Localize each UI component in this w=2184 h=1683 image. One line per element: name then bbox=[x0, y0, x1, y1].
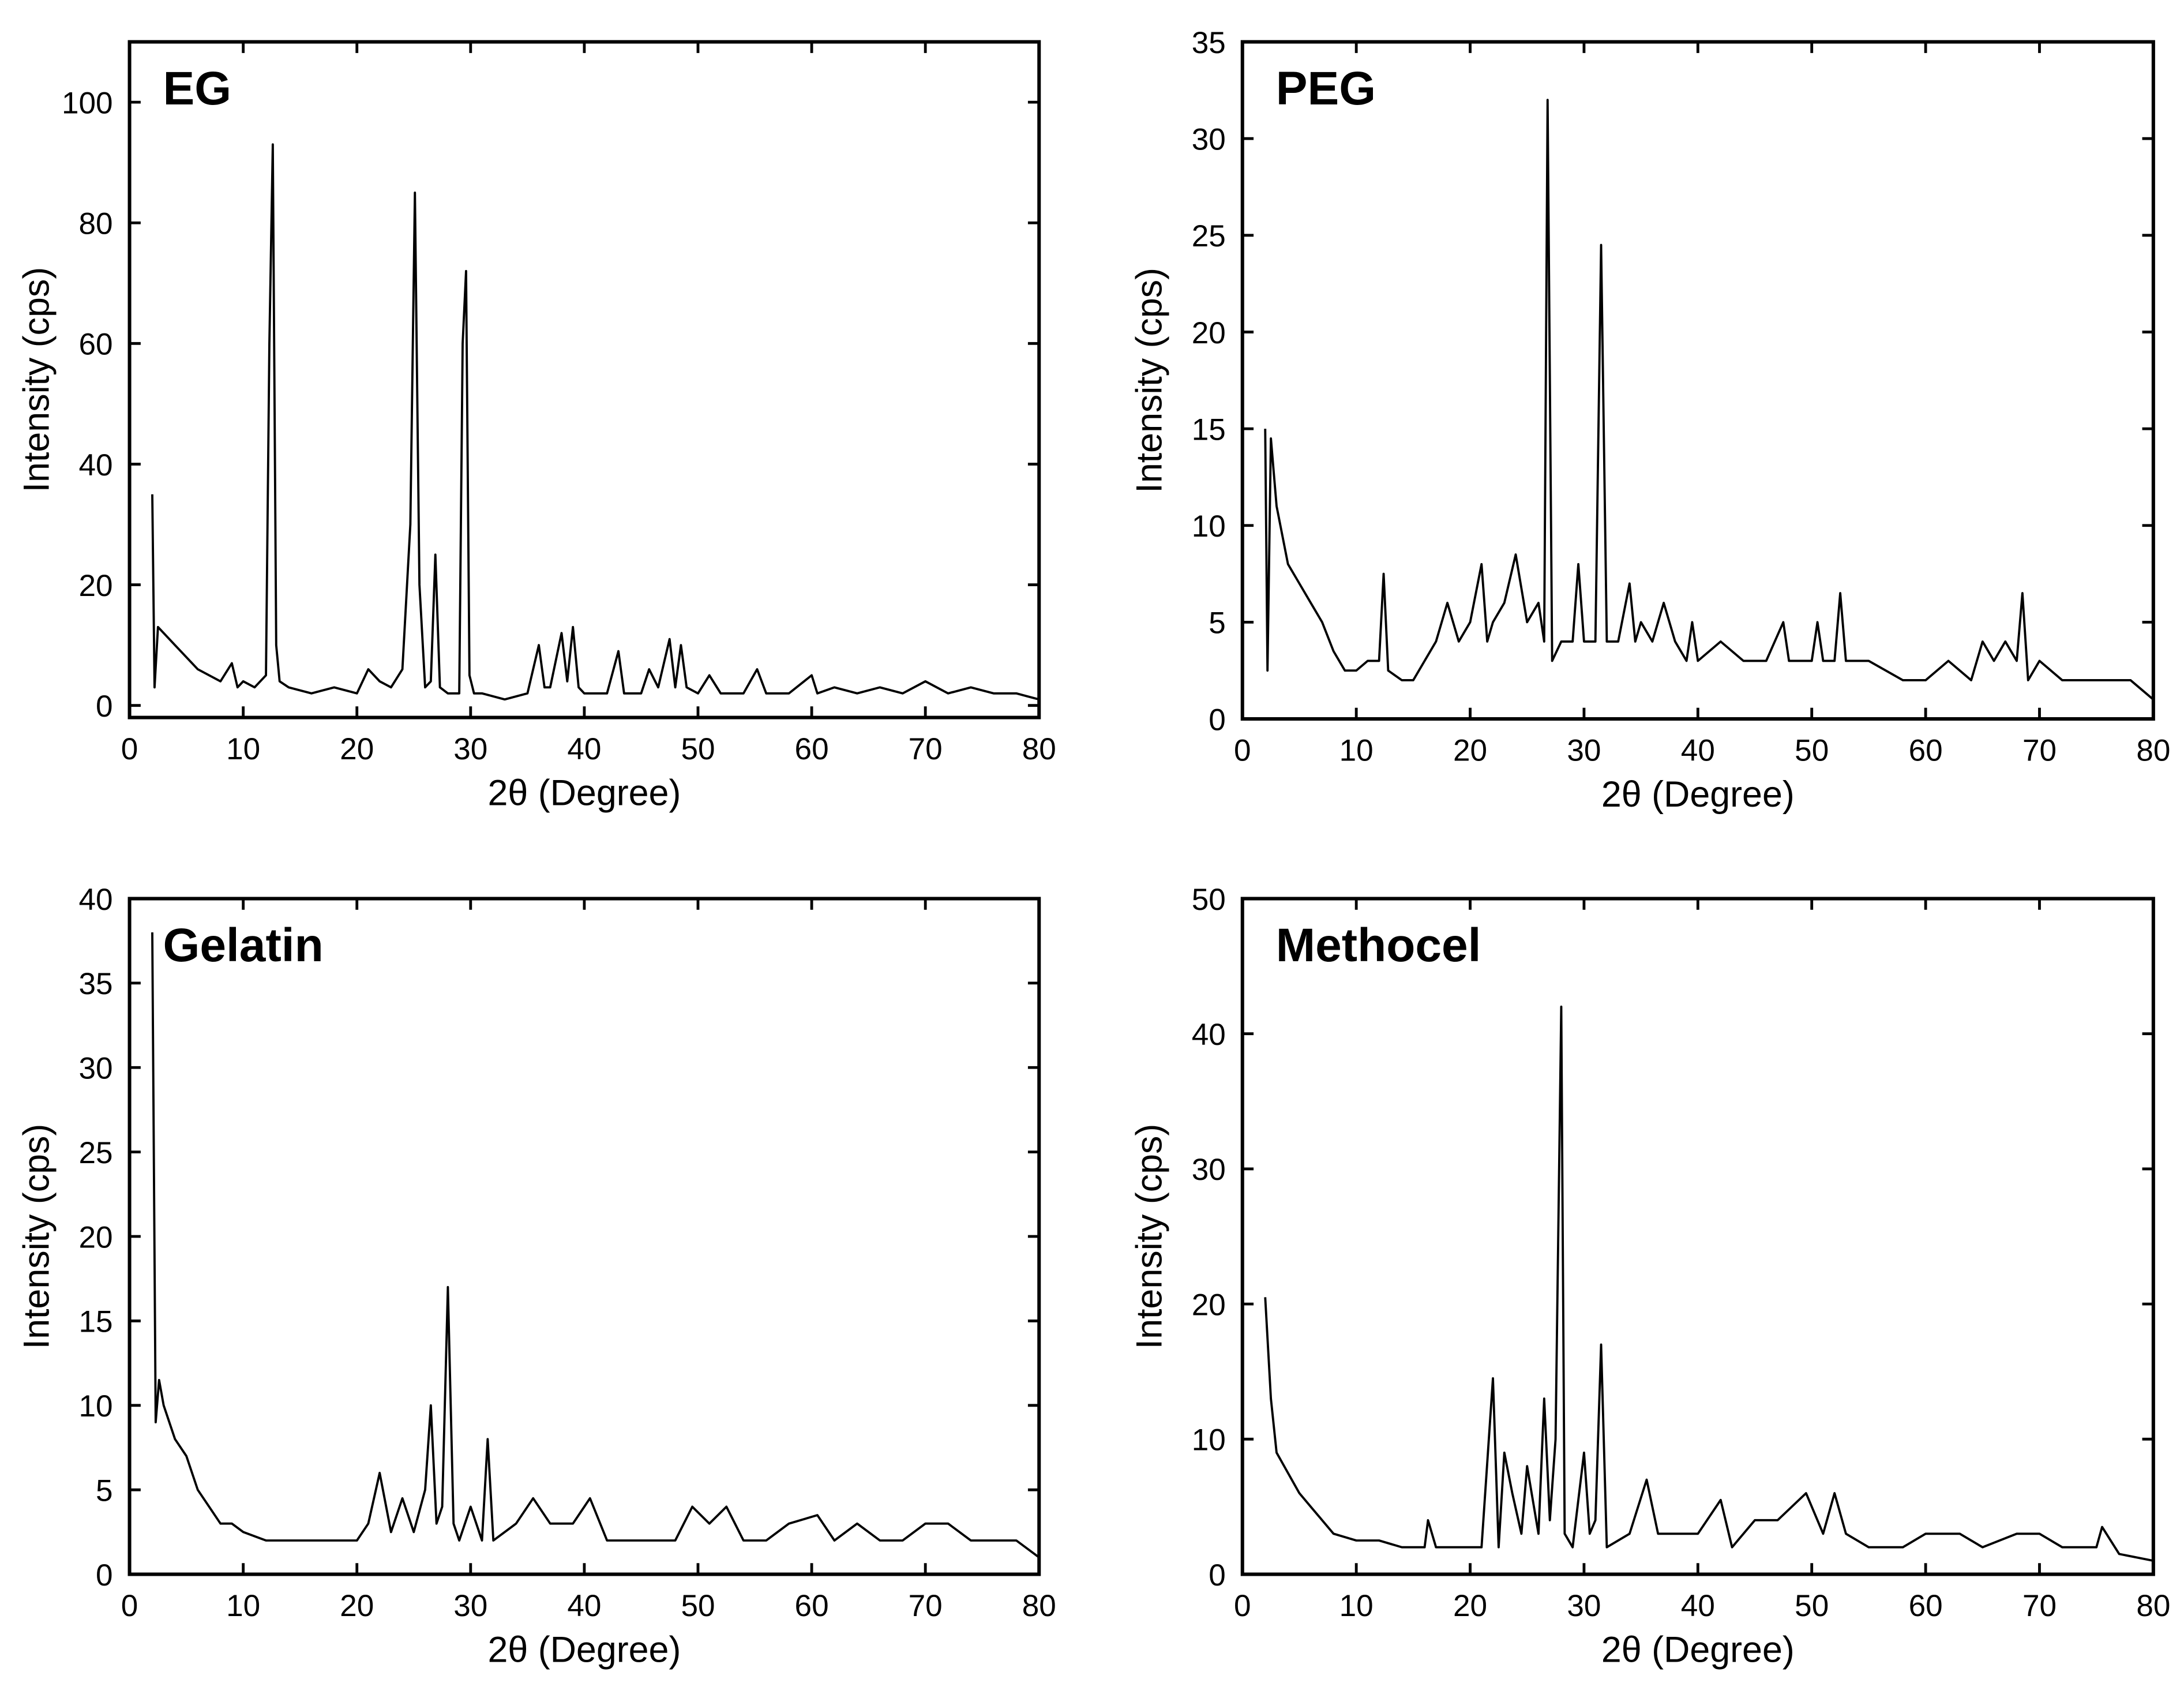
y-tick-label: 40 bbox=[1192, 1018, 1226, 1052]
x-tick-label: 40 bbox=[567, 732, 601, 766]
x-tick-label: 50 bbox=[681, 732, 715, 766]
y-axis-label: Intensity (cps) bbox=[17, 267, 57, 493]
x-tick-label: 80 bbox=[1022, 732, 1056, 766]
x-tick-label: 60 bbox=[795, 732, 829, 766]
x-axis-label: 2θ (Degree) bbox=[1601, 774, 1795, 815]
data-line bbox=[151, 932, 1040, 1558]
y-tick-label: 10 bbox=[78, 1389, 112, 1423]
x-tick-label: 40 bbox=[1681, 733, 1715, 767]
y-axis-label: Intensity (cps) bbox=[1129, 268, 1170, 493]
y-tick-label: 35 bbox=[1192, 26, 1226, 60]
data-line bbox=[151, 143, 1040, 701]
x-tick-label: 30 bbox=[453, 1589, 487, 1623]
chart-title: Gelatin bbox=[163, 919, 324, 972]
x-tick-label: 40 bbox=[567, 1589, 601, 1623]
y-tick-label: 30 bbox=[78, 1052, 112, 1086]
plot-frame bbox=[127, 897, 1041, 1576]
chart-title: PEG bbox=[1276, 62, 1376, 115]
x-tick-label: 80 bbox=[1022, 1589, 1056, 1623]
panel: 0 10 20 30 40 50 60 70 80 0 20 40 60 80 100 2θ (Degree)… bbox=[17, 40, 1056, 814]
x-tick-label: 50 bbox=[681, 1589, 715, 1623]
y-tick-label: 5 bbox=[96, 1474, 113, 1508]
x-tick-label: 50 bbox=[1795, 733, 1829, 767]
x-tick-label: 50 bbox=[1795, 1589, 1829, 1623]
y-tick-label: 40 bbox=[78, 883, 112, 917]
y-tick-label: 20 bbox=[78, 569, 112, 603]
data-line bbox=[1264, 99, 2155, 700]
x-tick-label: 80 bbox=[2136, 1589, 2170, 1623]
x-tick-label: 10 bbox=[226, 732, 260, 766]
x-tick-label: 30 bbox=[453, 732, 487, 766]
x-tick-label: 70 bbox=[909, 732, 943, 766]
y-tick-label: 10 bbox=[1192, 1423, 1226, 1457]
y-tick-label: 20 bbox=[1192, 316, 1226, 350]
x-tick-label: 10 bbox=[1339, 733, 1374, 767]
y-tick-label: 0 bbox=[96, 689, 113, 724]
y-tick-label: 0 bbox=[96, 1558, 113, 1592]
x-tick-label: 20 bbox=[1453, 1589, 1487, 1623]
y-tick-label: 50 bbox=[1192, 883, 1226, 917]
x-tick-label: 10 bbox=[1339, 1589, 1374, 1623]
x-tick-label: 30 bbox=[1567, 1589, 1601, 1623]
y-axis-label: Intensity (cps) bbox=[17, 1124, 57, 1350]
x-tick-label: 80 bbox=[2136, 733, 2170, 767]
y-tick-label: 30 bbox=[1192, 123, 1226, 157]
x-tick-label: 0 bbox=[1234, 1589, 1251, 1623]
y-tick-label: 20 bbox=[78, 1220, 112, 1254]
y-tick-label: 10 bbox=[1192, 509, 1226, 543]
y-tick-label: 30 bbox=[1192, 1153, 1226, 1187]
x-tick-label: 20 bbox=[340, 732, 374, 766]
x-tick-label: 60 bbox=[1909, 1589, 1943, 1623]
y-tick-label: 100 bbox=[62, 86, 113, 120]
y-tick-label: 5 bbox=[1209, 606, 1226, 640]
x-tick-label: 0 bbox=[121, 1589, 138, 1623]
y-tick-label: 40 bbox=[78, 448, 112, 482]
plot-frame bbox=[1240, 897, 2155, 1576]
x-tick-label: 20 bbox=[1453, 733, 1487, 767]
y-axis-label: Intensity (cps) bbox=[1129, 1124, 1170, 1350]
panel: 0 10 20 30 40 50 60 70 80 0 5 10 15 20 25 30 35 2θ (Degre… bbox=[1129, 26, 2171, 815]
y-tick-label: 0 bbox=[1209, 703, 1226, 737]
y-tick-label: 25 bbox=[1192, 219, 1226, 253]
y-tick-label: 20 bbox=[1192, 1288, 1226, 1322]
x-tick-label: 0 bbox=[1234, 733, 1251, 767]
y-tick-label: 15 bbox=[1192, 413, 1226, 447]
chart-title: Methocel bbox=[1276, 919, 1481, 972]
data-line bbox=[1264, 1005, 2154, 1562]
y-tick-label: 15 bbox=[78, 1305, 112, 1339]
x-tick-label: 20 bbox=[340, 1589, 374, 1623]
chart-title: EG bbox=[163, 62, 232, 115]
x-tick-label: 60 bbox=[795, 1589, 829, 1623]
x-tick-label: 40 bbox=[1681, 1589, 1715, 1623]
x-tick-label: 70 bbox=[2022, 733, 2057, 767]
y-tick-label: 35 bbox=[78, 967, 112, 1001]
x-tick-label: 60 bbox=[1909, 733, 1943, 767]
panel: 0 10 20 30 40 50 60 70 80 0 5 10 15 20 25 30 35 40 2θ (Deg… bbox=[17, 883, 1056, 1670]
x-tick-label: 30 bbox=[1567, 733, 1601, 767]
x-axis-label: 2θ (Degree) bbox=[1601, 1630, 1795, 1670]
x-tick-label: 0 bbox=[121, 732, 138, 766]
x-tick-label: 70 bbox=[2022, 1589, 2057, 1623]
plot-frame bbox=[1240, 40, 2155, 721]
x-tick-label: 10 bbox=[226, 1589, 260, 1623]
x-axis-label: 2θ (Degree) bbox=[487, 773, 681, 814]
y-tick-label: 60 bbox=[78, 328, 112, 362]
y-tick-label: 80 bbox=[78, 207, 112, 241]
y-tick-label: 25 bbox=[78, 1136, 112, 1170]
x-axis-label: 2θ (Degree) bbox=[487, 1630, 681, 1670]
y-tick-label: 0 bbox=[1209, 1558, 1226, 1592]
x-tick-label: 70 bbox=[909, 1589, 943, 1623]
